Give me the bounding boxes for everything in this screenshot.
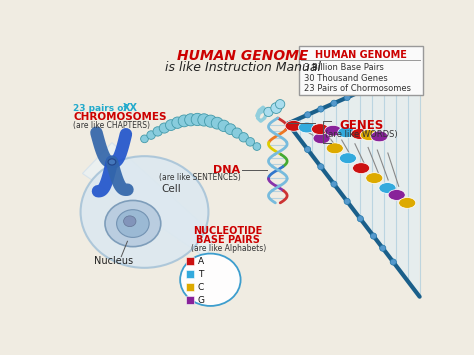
Text: is like Instruction Manual: is like Instruction Manual: [165, 61, 321, 74]
Ellipse shape: [124, 216, 136, 226]
Circle shape: [264, 107, 273, 116]
Polygon shape: [288, 66, 419, 297]
Circle shape: [370, 233, 377, 239]
Circle shape: [198, 114, 210, 126]
Circle shape: [141, 135, 148, 143]
Text: GENES: GENES: [339, 119, 383, 132]
Text: 23 pairs of: 23 pairs of: [73, 104, 128, 113]
Text: BASE PAIRS: BASE PAIRS: [196, 235, 260, 246]
Circle shape: [380, 245, 386, 251]
Bar: [186, 257, 194, 265]
Ellipse shape: [108, 159, 116, 165]
Text: 30 Thousand Genes: 30 Thousand Genes: [304, 73, 388, 82]
Circle shape: [344, 198, 350, 204]
Text: (are like SENTENCES): (are like SENTENCES): [159, 173, 241, 182]
Text: NUCLEOTIDE: NUCLEOTIDE: [193, 226, 263, 236]
Circle shape: [218, 120, 229, 132]
Text: XX: XX: [123, 103, 138, 113]
Polygon shape: [82, 143, 214, 258]
Circle shape: [159, 123, 169, 133]
Circle shape: [232, 128, 242, 138]
Ellipse shape: [379, 182, 396, 193]
Circle shape: [357, 215, 364, 222]
Text: 3 Billion Base Pairs: 3 Billion Base Pairs: [304, 63, 384, 72]
Ellipse shape: [81, 156, 209, 268]
Ellipse shape: [311, 124, 328, 135]
Circle shape: [178, 115, 190, 127]
Text: A: A: [198, 257, 204, 266]
Ellipse shape: [371, 131, 388, 142]
Text: Cell: Cell: [162, 184, 182, 194]
Circle shape: [172, 117, 183, 129]
Circle shape: [204, 115, 217, 127]
Ellipse shape: [366, 173, 383, 184]
Circle shape: [185, 114, 197, 126]
Ellipse shape: [313, 133, 330, 144]
Circle shape: [380, 79, 386, 85]
Circle shape: [275, 100, 285, 109]
Text: Nucleus: Nucleus: [94, 256, 133, 266]
Ellipse shape: [325, 125, 342, 136]
Circle shape: [211, 117, 223, 129]
Circle shape: [318, 164, 324, 170]
Ellipse shape: [285, 120, 302, 131]
Bar: [186, 283, 194, 291]
Circle shape: [344, 94, 350, 100]
Ellipse shape: [353, 163, 370, 174]
Text: HUMAN GENOME: HUMAN GENOME: [177, 49, 309, 64]
Text: G: G: [198, 296, 205, 305]
Circle shape: [153, 127, 163, 136]
Ellipse shape: [351, 129, 368, 140]
Circle shape: [191, 113, 203, 126]
Text: CHROMOSOMES: CHROMOSOMES: [73, 112, 167, 122]
Circle shape: [331, 100, 337, 106]
Text: C: C: [198, 283, 204, 292]
Circle shape: [331, 181, 337, 187]
Circle shape: [390, 74, 396, 80]
Ellipse shape: [360, 130, 377, 141]
Ellipse shape: [388, 190, 405, 200]
Text: 23 Pairs of Chormosomes: 23 Pairs of Chormosomes: [304, 84, 411, 93]
Text: DNA: DNA: [213, 165, 241, 175]
Circle shape: [246, 138, 255, 146]
Bar: [186, 270, 194, 278]
Circle shape: [271, 103, 282, 114]
Circle shape: [253, 143, 261, 151]
Circle shape: [370, 83, 377, 89]
FancyBboxPatch shape: [299, 46, 423, 95]
Circle shape: [304, 112, 311, 118]
Circle shape: [239, 133, 248, 142]
Circle shape: [390, 259, 396, 265]
Text: T: T: [198, 270, 203, 279]
Ellipse shape: [338, 127, 355, 138]
Text: (are like Alphabets): (are like Alphabets): [191, 245, 266, 253]
Circle shape: [318, 106, 324, 112]
Ellipse shape: [105, 201, 161, 247]
Circle shape: [225, 124, 236, 135]
Ellipse shape: [399, 197, 416, 208]
Circle shape: [165, 120, 176, 131]
Ellipse shape: [326, 143, 343, 154]
Text: (are like WORDS): (are like WORDS): [325, 131, 398, 140]
Circle shape: [357, 89, 364, 95]
Text: HUMAN GENOME: HUMAN GENOME: [315, 50, 407, 60]
Bar: [186, 296, 194, 304]
Ellipse shape: [298, 122, 315, 133]
Circle shape: [304, 146, 311, 153]
Ellipse shape: [117, 210, 149, 237]
Text: (are like CHAPTERS): (are like CHAPTERS): [73, 121, 150, 130]
Ellipse shape: [339, 153, 356, 164]
Circle shape: [147, 131, 155, 139]
Ellipse shape: [180, 253, 241, 306]
